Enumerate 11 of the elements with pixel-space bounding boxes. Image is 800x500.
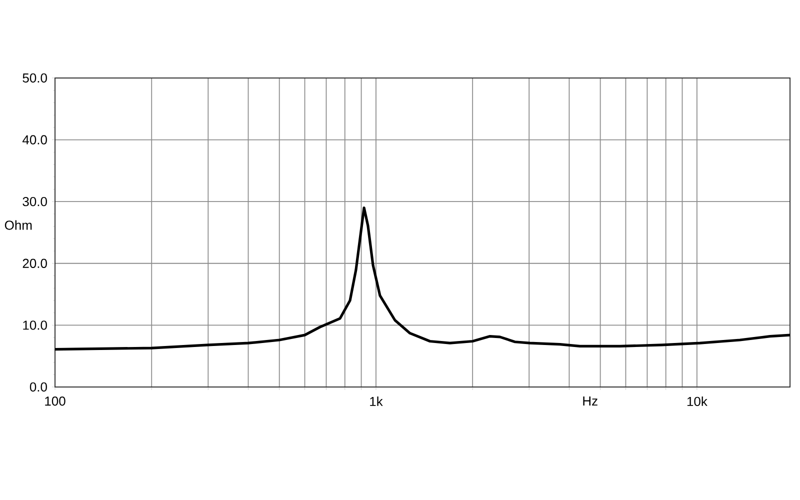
x-tick-label: 1k bbox=[370, 396, 383, 406]
y-tick-label: 20.0 bbox=[22, 258, 47, 268]
x-axis-title: Hz bbox=[583, 396, 598, 406]
x-tick-label: 100 bbox=[45, 396, 66, 406]
x-tick-label: 10k bbox=[687, 396, 708, 406]
y-tick-label: 30.0 bbox=[22, 196, 47, 206]
y-axis-title: Ohm bbox=[4, 220, 32, 230]
y-tick-label: 40.0 bbox=[22, 135, 47, 144]
y-tick-label: 0.0 bbox=[30, 382, 47, 392]
y-tick-label: 10.0 bbox=[23, 320, 47, 330]
y-tick-label: 50.0 bbox=[22, 73, 47, 83]
